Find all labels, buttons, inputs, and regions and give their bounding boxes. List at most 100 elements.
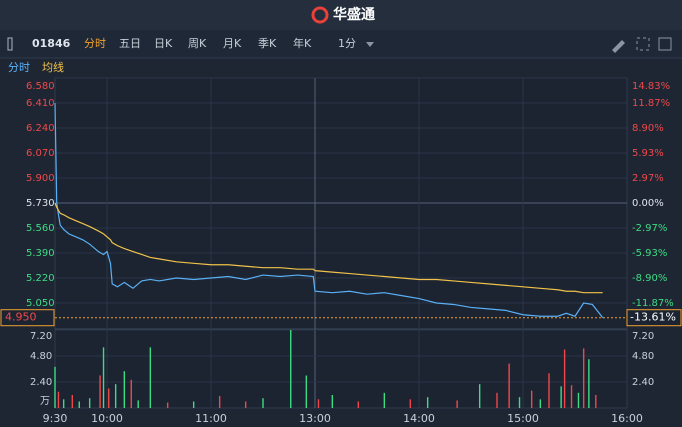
y-tick-label: 4.80 — [632, 351, 654, 362]
volume-bar — [88, 398, 91, 408]
volume-bar — [560, 386, 562, 408]
logo: 华盛通 — [333, 6, 375, 23]
volume-bar — [539, 399, 542, 408]
dropdown-icon[interactable] — [366, 42, 374, 47]
last-change: -13.61% — [630, 311, 676, 324]
y2-tick-label: 2.97% — [632, 173, 664, 184]
volume-bar — [357, 401, 360, 408]
volume-bar — [149, 347, 152, 408]
volume-bar — [244, 401, 247, 408]
volume-bar — [456, 400, 458, 408]
volume-bar — [518, 397, 521, 408]
y2-tick-label: 5.93% — [632, 148, 664, 159]
volume-bar — [218, 396, 221, 408]
volume-bar — [137, 400, 139, 408]
volume-bar — [409, 399, 412, 408]
volume-bar — [317, 399, 320, 408]
y-tick-label: 5.560 — [26, 223, 55, 234]
x-tick-label: 10:00 — [91, 412, 123, 425]
stock-code: 01846 — [32, 37, 71, 50]
legend-entry: 分时 — [8, 61, 30, 74]
x-tick-label: 13:00 — [299, 412, 331, 425]
y-tick-label: 6.410 — [26, 98, 55, 109]
x-tick-label: 11:00 — [195, 412, 227, 425]
fullscreen-icon[interactable] — [658, 37, 672, 51]
y-tick-label: 5.900 — [26, 173, 55, 184]
volume-bar — [166, 402, 169, 408]
y-tick-label: 6.240 — [26, 123, 55, 134]
volume-bar — [577, 392, 580, 408]
change-box — [626, 309, 682, 327]
tab[interactable]: 月K — [223, 37, 242, 50]
series-line — [54, 202, 603, 294]
volume-bar — [123, 371, 126, 408]
volume-bar — [108, 388, 110, 408]
tab[interactable]: 五日 — [119, 37, 141, 50]
tab[interactable]: 季K — [258, 37, 277, 50]
logo-icon — [311, 6, 329, 24]
last-price: 4.950 — [5, 311, 37, 324]
tab[interactable]: 分时 — [84, 37, 106, 50]
volume-bar — [588, 359, 590, 408]
volume-bar — [62, 399, 65, 408]
y2-tick-label: -5.93% — [632, 248, 667, 259]
volume-bar — [478, 384, 481, 408]
volume-bar — [130, 379, 132, 408]
volume-bar — [595, 395, 597, 408]
volume-bar — [54, 366, 56, 408]
volume-bar — [496, 392, 498, 408]
y-tick-label: 5.730 — [26, 198, 55, 209]
y-tick-label: 2.40 — [30, 377, 52, 388]
y-tick-label: 4.80 — [30, 351, 52, 362]
volume-bar — [114, 384, 117, 408]
volume-bar — [102, 347, 105, 408]
edit-icon[interactable] — [612, 40, 625, 53]
volume-bar — [383, 392, 386, 408]
y-tick-label: 5.050 — [26, 298, 55, 309]
volume-bar — [563, 349, 566, 408]
series-line — [54, 102, 604, 319]
y-tick-label: 5.220 — [26, 273, 55, 284]
volume-bar — [57, 391, 60, 408]
x-tick-label: 9:30 — [43, 412, 68, 425]
y-tick-label: 5.390 — [26, 248, 55, 259]
volume-bar — [78, 401, 80, 408]
volume-bar — [290, 330, 292, 408]
y2-tick-label: -8.90% — [632, 273, 667, 284]
volume-bar — [192, 401, 195, 408]
header-bar — [0, 0, 682, 30]
volume-bar — [71, 395, 74, 408]
interval[interactable]: 1分 — [338, 37, 356, 50]
y-tick-label: 2.40 — [632, 377, 654, 388]
y2-tick-label: -11.87% — [632, 298, 674, 309]
y-tick-label: 7.20 — [632, 331, 654, 342]
price-box — [0, 309, 55, 327]
y2-tick-label: 0.00% — [632, 198, 664, 209]
volume-bar — [99, 375, 101, 408]
y-tick-label: 7.20 — [30, 331, 52, 342]
tab[interactable]: 周K — [188, 37, 207, 50]
y-tick-label: 6.580 — [26, 81, 55, 92]
tab[interactable]: 日K — [154, 37, 173, 50]
volume-bar — [548, 373, 550, 408]
volume-bar — [305, 375, 308, 408]
x-tick-label: 16:00 — [611, 412, 643, 425]
toolbar — [0, 30, 682, 58]
x-tick-label: 14:00 — [403, 412, 435, 425]
y-tick-label: 6.070 — [26, 148, 55, 159]
volume-bar — [331, 395, 334, 408]
tab[interactable]: 年K — [293, 36, 312, 50]
y2-tick-label: -2.97% — [632, 223, 667, 234]
expand-icon[interactable] — [636, 37, 650, 51]
y2-tick-label: 14.83% — [632, 81, 670, 92]
legend-entry: 均线 — [42, 60, 64, 74]
back-icon[interactable] — [7, 37, 13, 51]
volume-bar — [508, 363, 510, 408]
y2-tick-label: 8.90% — [632, 123, 664, 134]
volume-bar — [262, 398, 264, 408]
volume-bar — [582, 348, 585, 408]
volume-bar — [530, 390, 533, 408]
volume-bar — [426, 397, 429, 408]
